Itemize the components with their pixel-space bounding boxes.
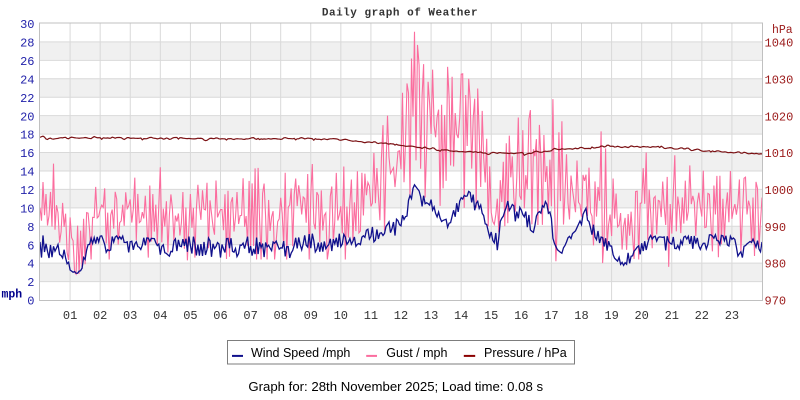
svg-text:10: 10 [334, 309, 348, 323]
svg-text:06: 06 [213, 309, 227, 323]
svg-text:05: 05 [183, 309, 197, 323]
svg-text:07: 07 [243, 309, 257, 323]
svg-text:Wind Speed /mph: Wind Speed /mph [251, 346, 350, 360]
svg-text:16: 16 [20, 147, 34, 161]
svg-text:15: 15 [484, 309, 498, 323]
svg-text:12: 12 [20, 184, 34, 198]
svg-text:20: 20 [20, 110, 34, 124]
svg-text:0: 0 [27, 295, 34, 309]
svg-text:23: 23 [725, 309, 739, 323]
svg-text:16: 16 [514, 309, 528, 323]
svg-text:14: 14 [454, 309, 468, 323]
svg-text:08: 08 [273, 309, 287, 323]
svg-text:21: 21 [665, 309, 679, 323]
svg-text:18: 18 [574, 309, 588, 323]
svg-text:1010: 1010 [765, 147, 794, 161]
svg-text:24: 24 [20, 73, 34, 87]
svg-text:26: 26 [20, 55, 34, 69]
svg-text:22: 22 [695, 309, 709, 323]
svg-text:11: 11 [364, 309, 378, 323]
svg-text:17: 17 [544, 309, 558, 323]
svg-text:19: 19 [604, 309, 618, 323]
svg-text:1040: 1040 [765, 37, 794, 51]
svg-text:2: 2 [27, 276, 34, 290]
svg-text:28: 28 [20, 37, 34, 51]
svg-text:30: 30 [20, 18, 34, 32]
svg-text:1000: 1000 [765, 184, 794, 198]
svg-text:Pressure / hPa: Pressure / hPa [484, 346, 567, 360]
svg-text:09: 09 [304, 309, 318, 323]
svg-text:12: 12 [394, 309, 408, 323]
svg-text:Gust / mph: Gust / mph [386, 346, 447, 360]
svg-text:4: 4 [27, 258, 34, 272]
svg-text:18: 18 [20, 129, 34, 143]
svg-text:6: 6 [27, 239, 34, 253]
svg-text:01: 01 [63, 309, 77, 323]
svg-text:1030: 1030 [765, 73, 794, 87]
svg-text:hPa: hPa [772, 24, 793, 37]
svg-text:1020: 1020 [765, 110, 794, 124]
svg-text:10: 10 [20, 202, 34, 216]
svg-text:980: 980 [765, 258, 787, 272]
svg-text:8: 8 [27, 221, 34, 235]
svg-text:13: 13 [424, 309, 438, 323]
svg-text:02: 02 [93, 309, 107, 323]
svg-text:20: 20 [634, 309, 648, 323]
svg-text:04: 04 [153, 309, 167, 323]
svg-text:03: 03 [123, 309, 137, 323]
svg-text:22: 22 [20, 92, 34, 106]
svg-text:mph: mph [2, 289, 23, 302]
svg-text:990: 990 [765, 221, 787, 235]
svg-text:970: 970 [765, 295, 787, 309]
svg-text:Daily graph of Weather: Daily graph of Weather [322, 8, 478, 20]
svg-text:14: 14 [20, 166, 34, 180]
svg-text:Graph for: 28th November 2025;: Graph for: 28th November 2025; Load time… [248, 379, 543, 394]
